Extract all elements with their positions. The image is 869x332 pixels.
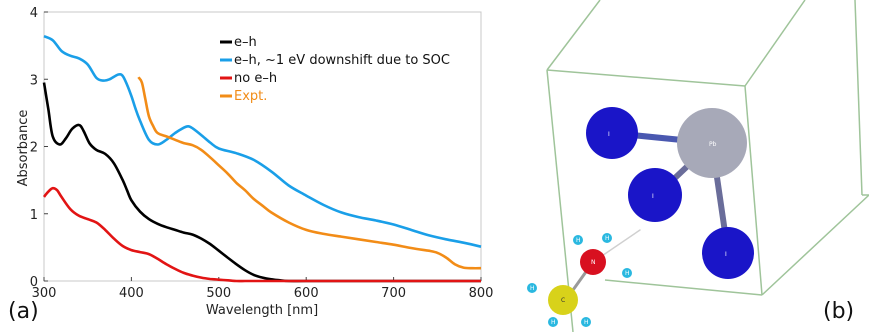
atom-label: H — [530, 285, 535, 292]
legend-label: no e–h — [234, 71, 277, 86]
hydrogen-atom-5 — [548, 317, 558, 327]
x-tick-label: 700 — [381, 286, 406, 301]
iodine-atom-3 — [702, 227, 754, 279]
panel-label-b: (b) — [823, 299, 854, 324]
atom-label: Pb — [709, 141, 717, 148]
hydrogen-atom-6 — [581, 317, 591, 327]
atom-label: H — [625, 270, 630, 277]
lead-atom — [677, 108, 747, 178]
iodine-atom-2 — [628, 168, 682, 222]
atom-label: H — [605, 235, 610, 242]
hydrogen-atom-1 — [573, 235, 583, 245]
atom-label: I — [725, 251, 727, 258]
x-axis: 300 400 500 600 700 800 — [32, 277, 494, 301]
hydrogen-atom-4 — [527, 283, 537, 293]
y-tick-label: 1 — [30, 208, 38, 223]
crystal-structure: I Pb I I N C H H H H H H (b) — [527, 0, 869, 332]
y-tick-label: 3 — [30, 73, 38, 88]
y-tick-label: 4 — [30, 6, 38, 21]
legend-label: e–h — [234, 35, 257, 50]
series-line — [42, 186, 481, 283]
x-tick-label: 500 — [206, 286, 231, 301]
hydrogen-atom-3 — [622, 268, 632, 278]
series-line — [137, 76, 482, 270]
carbon-atom — [548, 285, 578, 315]
atom-labels: I Pb I I N C H H H H H H — [530, 131, 727, 326]
x-tick-label: 600 — [294, 286, 319, 301]
y-tick-label: 0 — [30, 275, 38, 290]
panel-label-a: (a) — [8, 299, 39, 324]
x-tick-label: 300 — [32, 286, 57, 301]
atom-label: H — [551, 319, 556, 326]
atom-label: I — [608, 131, 610, 138]
nitrogen-atom — [580, 249, 606, 275]
atom-label: H — [584, 319, 589, 326]
legend: e–h e–h, ~1 eV downshift due to SOC no e–h… — [220, 35, 450, 104]
hydrogen-atom-2 — [602, 233, 612, 243]
absorbance-chart: 0 1 2 3 4 300 400 500 600 700 800 Absorbance Wave… — [8, 6, 493, 324]
series-line — [43, 34, 482, 248]
y-tick-label: 2 — [30, 141, 38, 156]
atom-label: H — [576, 237, 581, 244]
x-tick-label: 800 — [469, 286, 494, 301]
atoms — [527, 107, 754, 327]
atom-label: N — [591, 259, 596, 266]
series-group — [42, 34, 482, 283]
legend-label: e–h, ~1 eV downshift due to SOC — [234, 53, 450, 68]
y-axis: 0 1 2 3 4 — [30, 6, 48, 290]
iodine-atom-1 — [586, 107, 638, 159]
legend-label: Expt. — [234, 89, 267, 104]
y-axis-title: Absorbance — [16, 110, 31, 187]
atom-label: C — [561, 297, 565, 304]
series-line — [42, 82, 481, 283]
x-tick-label: 400 — [119, 286, 144, 301]
atom-label: I — [652, 193, 654, 200]
x-axis-title: Wavelength [nm] — [206, 303, 318, 318]
